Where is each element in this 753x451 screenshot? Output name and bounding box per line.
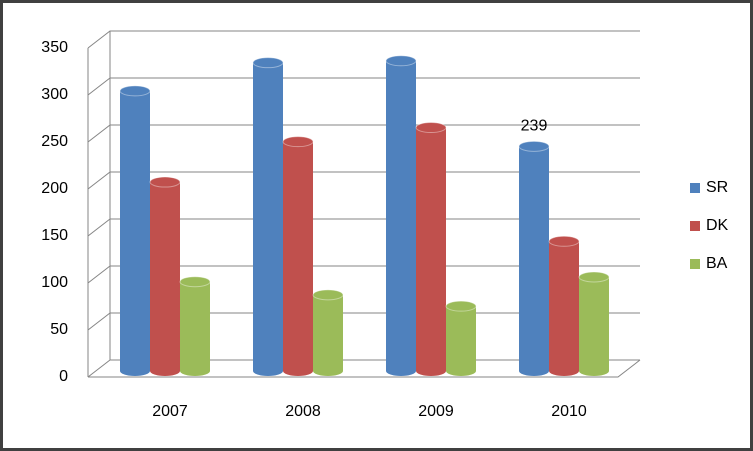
cylinder-bar: [415, 122, 447, 376]
floor: [88, 359, 641, 378]
cylinder-body: [313, 294, 343, 371]
cylinder-top: [312, 289, 344, 301]
cylinder-bottom: [120, 366, 150, 376]
data-label: 239: [521, 118, 548, 135]
x-tick-label: 2008: [285, 403, 321, 420]
cylinder-bottom: [386, 366, 416, 376]
y-tick-label: 0: [59, 368, 68, 385]
cylinder-body: [549, 241, 579, 371]
cylinder-top: [149, 176, 181, 188]
legend-label: SR: [706, 179, 728, 196]
cylinder-body: [120, 90, 150, 371]
cylinder-top: [119, 85, 151, 97]
cylinder-bar: [179, 276, 211, 376]
cylinder-bar: [119, 85, 151, 376]
cylinder-bar: [282, 136, 314, 376]
cylinder-body: [446, 306, 476, 371]
cylinder-top: [179, 276, 211, 288]
x-tick-label: 2009: [418, 403, 454, 420]
cylinder-body: [416, 127, 446, 371]
legend-label: DK: [706, 217, 729, 234]
cylinder-body: [283, 141, 313, 371]
y-tick-label: 250: [41, 133, 68, 150]
grid-line: [87, 265, 640, 284]
cylinder-top: [445, 300, 477, 312]
cylinder-top: [548, 235, 580, 247]
cylinder-bar: [445, 300, 477, 376]
cylinder-bar: [578, 271, 610, 376]
grid-line: [87, 124, 640, 143]
cylinder-top: [385, 55, 417, 67]
grid-line: [87, 30, 640, 49]
y-tick-label: 100: [41, 274, 68, 291]
legend-label: BA: [706, 255, 728, 272]
cylinder-top: [518, 140, 550, 152]
cylinder-bar: [518, 140, 550, 376]
cylinder-bar: [312, 289, 344, 376]
cylinder-bar: [252, 57, 284, 376]
cylinder-bottom: [150, 366, 180, 376]
cylinder-bar: [548, 235, 580, 376]
y-tick-label: 200: [41, 180, 68, 197]
cylinder-bottom: [446, 366, 476, 376]
cylinder-bottom: [549, 366, 579, 376]
cylinder-body: [519, 146, 549, 371]
legend-swatch: [690, 221, 700, 231]
cylinder-body: [386, 60, 416, 372]
cylinder-top: [415, 122, 447, 134]
cylinder-bottom: [519, 366, 549, 376]
cylinder-bottom: [283, 366, 313, 376]
cylinder-body: [253, 62, 283, 372]
y-tick-label: 350: [41, 39, 68, 56]
y-tick-label: 150: [41, 227, 68, 244]
legend-swatch: [690, 259, 700, 269]
cylinder-body: [579, 277, 609, 371]
grid-line: [87, 171, 640, 190]
grid-line: [87, 77, 640, 96]
cylinder-bottom: [579, 366, 609, 376]
x-tick-label: 2007: [152, 403, 188, 420]
x-tick-label: 2010: [551, 403, 587, 420]
cylinder-bar: [149, 176, 181, 376]
cylinder-bottom: [416, 366, 446, 376]
cylinder-top: [282, 136, 314, 148]
cylinder-bar: [385, 55, 417, 376]
grid-line: [87, 218, 640, 237]
cylinder-bottom: [313, 366, 343, 376]
cylinder-top: [578, 271, 610, 283]
y-tick-label: 300: [41, 86, 68, 103]
cylinder-bottom: [253, 366, 283, 376]
legend-swatch: [690, 183, 700, 193]
cylinder-bottom: [180, 366, 210, 376]
y-tick-label: 50: [50, 321, 68, 338]
cylinder-body: [150, 182, 180, 371]
cylinder-body: [180, 281, 210, 371]
cylinder-top: [252, 57, 284, 69]
